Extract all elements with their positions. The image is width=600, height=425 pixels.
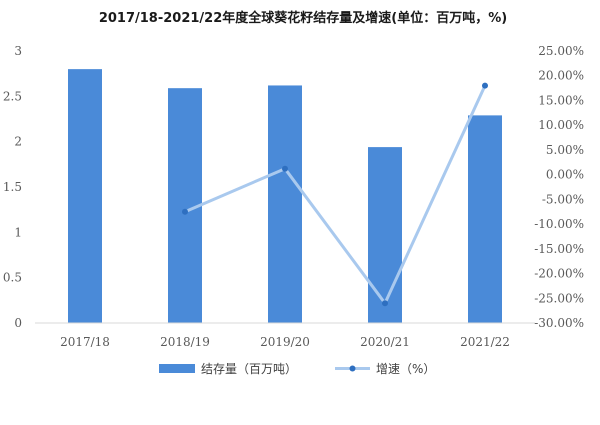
x-tick-label: 2019/20 bbox=[260, 335, 310, 349]
chart-title: 2017/18-2021/22年度全球葵花籽结存量及增速(单位：百万吨，%) bbox=[99, 10, 507, 26]
left-tick-label: 3 bbox=[14, 44, 22, 58]
left-tick-label: 0.5 bbox=[3, 271, 22, 285]
left-tick-label: 1 bbox=[14, 225, 22, 239]
growth-point bbox=[482, 82, 488, 89]
x-tick-label: 2018/19 bbox=[160, 335, 210, 349]
x-tick-label: 2017/18 bbox=[60, 335, 110, 349]
growth-point bbox=[182, 208, 188, 215]
legend: 结存量（百万吨） 增速（%） bbox=[159, 362, 435, 376]
x-tick-label: 2021/22 bbox=[460, 335, 510, 349]
right-tick-label: 15.00% bbox=[538, 93, 584, 107]
growth-point bbox=[282, 165, 288, 172]
legend-line-marker bbox=[349, 365, 356, 372]
right-axis-ticks: -30.00% -25.00% -20.00% -15.00% -10.00% -5.00… bbox=[534, 44, 584, 330]
left-axis-ticks: 0 0.5 1 1.5 2 2.5 3 bbox=[3, 44, 22, 330]
growth-line bbox=[184, 84, 487, 305]
right-tick-label: 10.00% bbox=[538, 118, 584, 132]
bar bbox=[468, 115, 502, 323]
right-tick-label: 20.00% bbox=[538, 69, 584, 83]
left-tick-label: 1.5 bbox=[3, 180, 22, 194]
right-tick-label: -20.00% bbox=[534, 267, 584, 281]
growth-point bbox=[382, 300, 388, 307]
left-tick-label: 0 bbox=[14, 316, 22, 330]
right-tick-label: 0.00% bbox=[546, 168, 584, 182]
bar bbox=[268, 85, 302, 323]
right-tick-label: -5.00% bbox=[542, 192, 584, 206]
legend-line-label: 增速（%） bbox=[376, 362, 435, 376]
x-axis-ticks: 2017/18 2018/19 2019/20 2020/21 2021/22 bbox=[60, 335, 510, 349]
right-tick-label: 5.00% bbox=[546, 143, 584, 157]
legend-bar-swatch bbox=[159, 364, 195, 373]
right-tick-label: -10.00% bbox=[534, 217, 584, 231]
x-tick-label: 2020/21 bbox=[360, 335, 410, 349]
bars-layer bbox=[68, 69, 502, 323]
line-layer bbox=[182, 82, 488, 307]
bar bbox=[68, 69, 102, 323]
left-tick-label: 2.5 bbox=[3, 89, 22, 103]
right-tick-label: -25.00% bbox=[534, 291, 584, 305]
bar bbox=[368, 147, 402, 323]
right-tick-label: -15.00% bbox=[534, 242, 584, 256]
legend-bar-label: 结存量（百万吨） bbox=[201, 362, 297, 376]
right-tick-label: 25.00% bbox=[538, 44, 584, 58]
left-tick-label: 2 bbox=[14, 135, 22, 149]
right-tick-label: -30.00% bbox=[534, 316, 584, 330]
